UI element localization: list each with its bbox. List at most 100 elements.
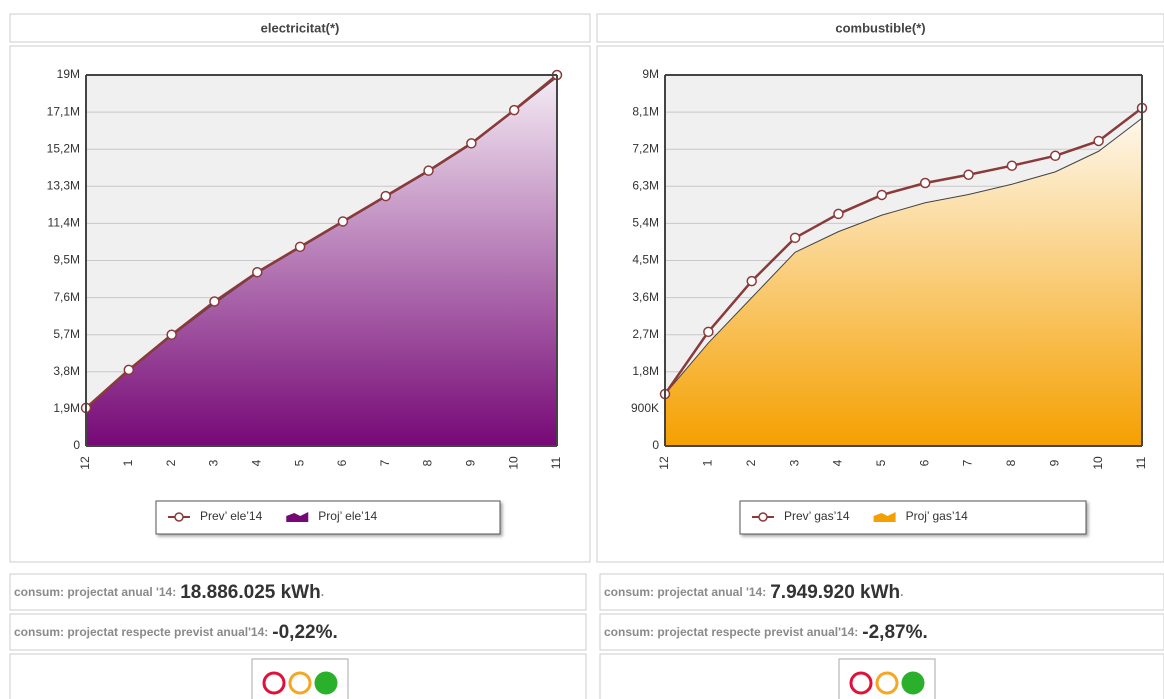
light-orange (288, 671, 312, 695)
annual-value: 7.949.920 kWh (770, 582, 900, 603)
x-tick-label: 10 (1091, 456, 1105, 470)
point (919, 177, 931, 189)
deviation-label: consum: projectat respecte previst anual… (604, 625, 858, 639)
info-box (599, 613, 1164, 651)
x-tick-label: 5 (292, 459, 306, 466)
x-tick-label: 9 (1047, 459, 1061, 466)
line (663, 106, 1143, 395)
x-tick-label: 1 (121, 459, 135, 466)
x-tick-label: 1 (701, 459, 715, 466)
point (703, 326, 714, 338)
annual-label: consum: projectat anual '14: (604, 585, 766, 599)
x-tick-label: 11 (549, 456, 563, 469)
y-tick-label: 7,6M (53, 290, 80, 304)
x-tick-label: 5 (874, 459, 888, 466)
legend-label: Prev’ gas’14 (784, 509, 850, 523)
x-tick-label: 2 (744, 459, 758, 466)
x-tick-label: 11 (1134, 456, 1148, 469)
y-tick-label: 0 (73, 438, 80, 452)
chart-title: electricitat(*) (261, 20, 340, 35)
point (166, 329, 177, 340)
line (85, 74, 558, 409)
point (123, 364, 135, 376)
y-tick-label: 1,8M (632, 364, 659, 378)
light-green (901, 671, 925, 695)
y-tick-label: 0 (652, 438, 659, 452)
y-tick-label: 900K (631, 401, 659, 415)
light-green (314, 671, 338, 695)
area-edge (664, 117, 1143, 395)
legend-area (873, 512, 896, 522)
x-tick-label: 2 (164, 459, 178, 466)
y-tick-label: 1,9M (53, 401, 80, 415)
light-red (849, 671, 873, 695)
point (209, 296, 220, 307)
annual-end: . (321, 585, 324, 599)
x-tick-label: 12 (657, 456, 671, 470)
x-tick-label: 8 (421, 459, 435, 466)
point (963, 169, 974, 181)
y-tick-label: 3,6M (632, 290, 659, 304)
y-tick-label: 3,8M (53, 364, 80, 378)
deviation-value: -2,87%. (862, 622, 927, 643)
light-orange (875, 671, 899, 695)
annual-end: . (900, 585, 903, 599)
annual-value: 18.886.025 kWh (180, 582, 320, 603)
point (294, 241, 306, 253)
deviation-info: consum: projectat respecte previst anual… (604, 622, 928, 643)
info-box (9, 613, 587, 651)
x-tick-label: 7 (961, 459, 975, 466)
legend-area (286, 512, 309, 522)
x-tick-label: 9 (464, 459, 478, 466)
y-tick-label: 5,7M (53, 327, 80, 341)
point (508, 104, 520, 116)
deviation-info: consum: projectat respecte previst anual… (14, 622, 338, 643)
point (423, 165, 434, 176)
point (337, 216, 349, 227)
y-tick-label: 17,1M (47, 104, 80, 118)
point (1093, 135, 1104, 147)
x-tick-label: 7 (378, 459, 392, 466)
deviation-value: -0,22%. (272, 622, 337, 643)
point (1006, 160, 1018, 171)
x-tick-label: 4 (249, 459, 263, 466)
y-tick-label: 5,4M (632, 216, 659, 230)
point (789, 232, 801, 244)
annual-info: consum: projectat anual '14: 7.949.920 kW… (604, 582, 904, 603)
y-tick-label: 4,5M (632, 253, 659, 267)
point (876, 189, 888, 201)
y-tick-label: 11,4M (48, 216, 80, 230)
point (252, 266, 263, 278)
y-tick-label: 9,5M (53, 253, 80, 267)
legend-box (155, 500, 501, 535)
light-red (262, 671, 286, 695)
x-tick-label: 3 (207, 459, 221, 466)
y-tick-label: 7,2M (632, 141, 659, 155)
y-tick-label: 2,7M (632, 327, 659, 341)
y-tick-label: 15,2M (47, 141, 80, 155)
legend-label: Proj’ ele’14 (318, 509, 377, 523)
point (1050, 150, 1061, 162)
legend-label: Proj’ gas’14 (906, 509, 969, 523)
x-tick-label: 6 (917, 459, 931, 466)
area (86, 77, 557, 446)
point (746, 275, 757, 287)
area (665, 118, 1142, 447)
y-tick-label: 19M (57, 67, 80, 81)
deviation-label: consum: projectat respecte previst anual… (14, 625, 268, 639)
point (833, 208, 844, 220)
point (380, 190, 391, 202)
annual-label: consum: projectat anual '14: (14, 585, 176, 599)
chart-title: combustible(*) (835, 20, 925, 35)
info-box (9, 573, 587, 611)
x-tick-label: 4 (831, 459, 845, 466)
x-tick-label: 6 (335, 459, 349, 466)
title-bar (9, 13, 591, 43)
legend-marker (174, 512, 184, 522)
x-tick-label: 12 (78, 456, 92, 470)
y-tick-label: 8,1M (632, 104, 659, 118)
title-bar (596, 13, 1164, 43)
legend-label: Prev’ ele’14 (200, 509, 263, 523)
legend-marker (758, 512, 768, 522)
